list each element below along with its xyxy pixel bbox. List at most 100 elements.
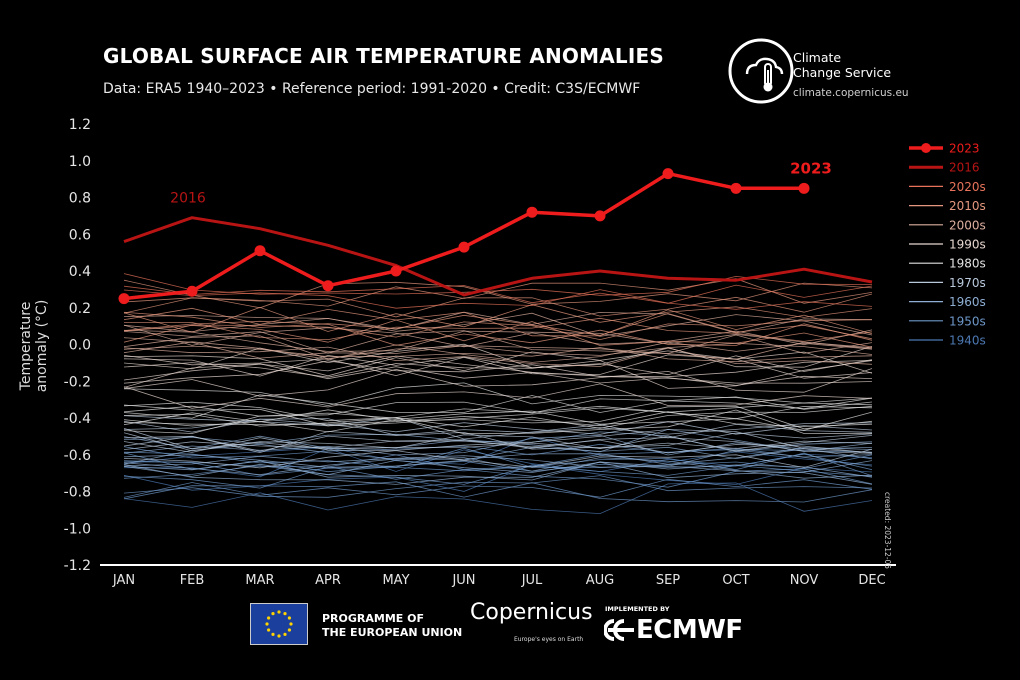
decade-line-1980s — [123, 401, 873, 422]
decade-line-1980s — [123, 409, 873, 435]
decade-line-2020s — [123, 284, 873, 304]
climate-change-service-logo-icon — [728, 38, 794, 104]
decade-line-2010s — [123, 304, 873, 333]
decade-line-2000s — [123, 329, 873, 352]
legend-marker-2023 — [921, 143, 931, 153]
legend-label-2016: 2016 — [949, 161, 980, 175]
x-tick-label: FEB — [180, 573, 205, 588]
annotation-2023: 2023 — [790, 159, 832, 177]
y-tick-label: -0.2 — [64, 374, 91, 390]
implemented-by-label: IMPLEMENTED BY — [605, 605, 670, 613]
x-tick-label: APR — [315, 573, 341, 588]
decade-line-2000s — [123, 312, 873, 337]
decade-line-1970s — [123, 432, 873, 452]
x-tick-label: JUN — [451, 573, 475, 588]
decade-line-1980s — [123, 394, 873, 419]
decade-line-1950s — [123, 475, 873, 498]
decade-line-1960s — [123, 461, 873, 485]
decade-line-1950s — [123, 481, 873, 503]
decade-line-1960s — [123, 460, 873, 481]
legend-label-1940s: 1940s — [949, 334, 986, 348]
ecmwf-logo-text: ECMWF — [636, 615, 743, 645]
decade-line-1970s — [123, 448, 873, 469]
y-tick-label: 0.0 — [69, 338, 91, 354]
decade-line-2010s — [123, 311, 873, 340]
y-tick-label: 0.4 — [69, 264, 91, 280]
created-note: created: 2023-12-05 — [883, 492, 892, 570]
y-tick-label: -0.4 — [64, 411, 91, 427]
point-2023 — [730, 182, 742, 194]
legend-label-2010s: 2010s — [949, 199, 986, 213]
y-tick-label: -1.0 — [64, 521, 91, 537]
brand-name-line1: Climate — [793, 50, 842, 65]
point-2023 — [390, 265, 402, 277]
decade-line-1990s — [123, 363, 873, 388]
y-axis-label: Temperature anomaly (°C) — [18, 299, 50, 393]
legend-label-2000s: 2000s — [949, 218, 986, 232]
decade-line-1980s — [123, 411, 873, 427]
y-tick-label: 0.6 — [69, 227, 91, 243]
decade-line-1960s — [123, 449, 873, 468]
decade-line-1990s — [123, 355, 873, 381]
annotation-2016: 2016 — [170, 191, 206, 207]
decade-line-1990s — [123, 354, 873, 377]
series-line-2016 — [123, 216, 873, 297]
eu-flag-icon — [250, 603, 308, 645]
point-2023 — [526, 206, 538, 218]
brand-url: climate.copernicus.eu — [793, 87, 909, 99]
decade-line-1980s — [123, 382, 873, 407]
x-tick-label: DEC — [858, 573, 885, 588]
x-tick-label: AUG — [586, 573, 614, 588]
decade-line-1970s — [123, 435, 873, 454]
y-tick-label: 1.2 — [69, 117, 91, 133]
point-2023 — [118, 293, 130, 305]
decade-line-2000s — [123, 330, 873, 354]
y-tick-label: -0.8 — [64, 485, 91, 501]
x-tick-label: OCT — [722, 573, 749, 588]
y-tick-label: -1.2 — [64, 558, 91, 574]
decade-line-2000s — [123, 341, 873, 363]
eu-programme-line2: THE EUROPEAN UNION — [322, 626, 463, 639]
brand-name-line2: Change Service — [793, 65, 892, 80]
decade-line-1960s — [123, 457, 873, 479]
x-tick-label: MAR — [245, 573, 274, 588]
decade-line-1950s — [123, 478, 873, 498]
decade-line-2000s — [123, 335, 873, 360]
legend-label-2020s: 2020s — [949, 180, 986, 194]
y-tick-label: 0.2 — [69, 301, 91, 317]
decade-line-1980s — [123, 405, 873, 430]
decade-line-1960s — [123, 428, 873, 453]
decade-line-1990s — [123, 350, 873, 377]
point-2023 — [254, 245, 266, 257]
y-tick-label: -0.6 — [64, 448, 91, 464]
decade-line-2010s — [123, 279, 873, 309]
legend-label-1980s: 1980s — [949, 257, 986, 271]
decade-line-1970s — [123, 431, 873, 454]
point-2023 — [594, 210, 606, 222]
legend-label-1950s: 1950s — [949, 314, 986, 328]
point-2023 — [322, 280, 334, 292]
decade-line-2000s — [123, 337, 873, 360]
chart-subtitle: Data: ERA5 1940–2023 • Reference period:… — [103, 81, 641, 97]
decade-line-2000s — [123, 345, 873, 363]
legend-label-2023: 2023 — [949, 142, 980, 156]
decade-line-1990s — [123, 354, 873, 379]
x-tick-label: JUL — [521, 573, 543, 588]
eu-programme-text: PROGRAMME OF THE EUROPEAN UNION — [322, 612, 462, 640]
x-tick-label: JAN — [112, 573, 135, 588]
legend-label-1990s: 1990s — [949, 238, 986, 252]
decade-line-2010s — [124, 317, 873, 342]
legend-label-1970s: 1970s — [949, 276, 986, 290]
decade-line-1980s — [123, 396, 873, 417]
decade-line-1990s — [123, 368, 873, 397]
x-tick-label: SEP — [656, 573, 680, 588]
legend-label-1960s: 1960s — [949, 295, 986, 309]
decade-line-1990s — [123, 383, 873, 409]
copernicus-tagline: Europe's eyes on Earth — [514, 636, 584, 643]
point-2023 — [186, 285, 198, 297]
decade-line-1980s — [123, 410, 873, 433]
copernicus-logo: Copernicus — [470, 600, 593, 625]
decade-line-1960s — [123, 431, 873, 453]
point-2023 — [798, 182, 810, 194]
